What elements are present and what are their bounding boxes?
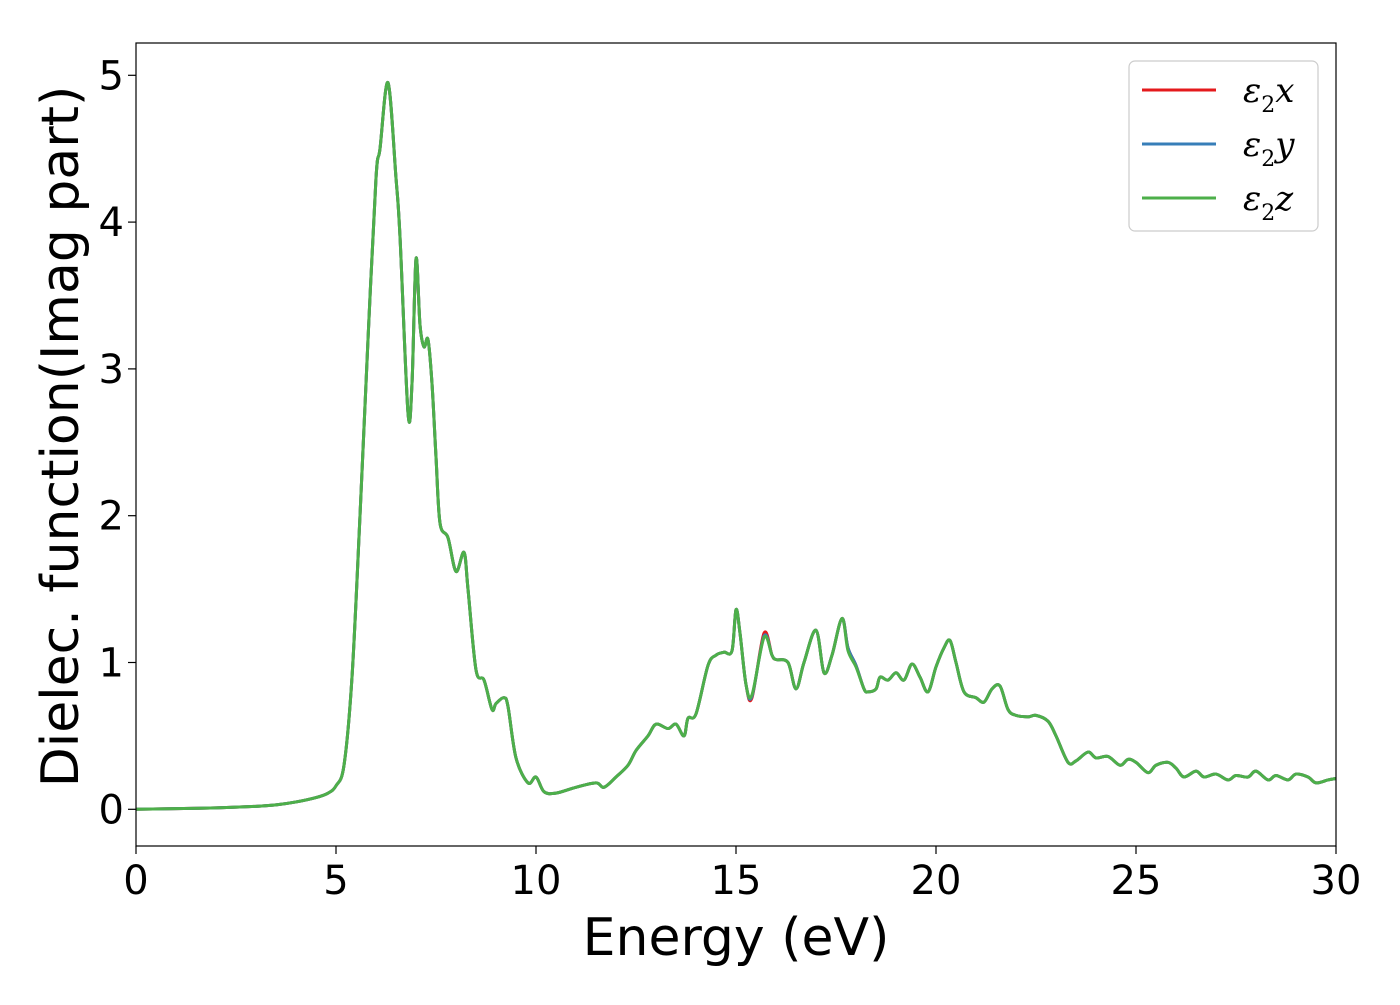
y-tick-label: 4: [99, 200, 124, 246]
plot-area: [136, 81, 1336, 811]
x-axis-title: Energy (eV): [583, 908, 890, 968]
legend[interactable]: ε2x ε2y ε2z: [1128, 60, 1319, 232]
x-tick-label: 0: [123, 858, 148, 904]
x-tick-label: 25: [1111, 858, 1162, 904]
y-axis-title: Dielec. function(Imag part): [31, 86, 91, 788]
y-tick-label: 1: [99, 640, 124, 686]
legend-label-x: ε2x: [1243, 71, 1294, 118]
x-tick-label: 20: [911, 858, 962, 904]
y-tick-label: 3: [99, 347, 124, 393]
x-axis: 0 5 10 15 20 25 30: [123, 846, 1361, 904]
legend-label-y: ε2y: [1243, 125, 1295, 172]
legend-box: [1128, 60, 1319, 232]
y-tick-label: 5: [99, 53, 124, 99]
x-tick-label: 10: [511, 858, 562, 904]
x-tick-label: 15: [711, 858, 762, 904]
legend-label-z: ε2z: [1243, 179, 1294, 226]
y-axis: 0 1 2 3 4 5: [99, 53, 136, 833]
y-tick-label: 2: [99, 494, 124, 540]
series-line-z: [136, 81, 1336, 811]
y-tick-label: 0: [99, 787, 124, 833]
x-tick-label: 30: [1311, 858, 1362, 904]
x-tick-label: 5: [323, 858, 348, 904]
